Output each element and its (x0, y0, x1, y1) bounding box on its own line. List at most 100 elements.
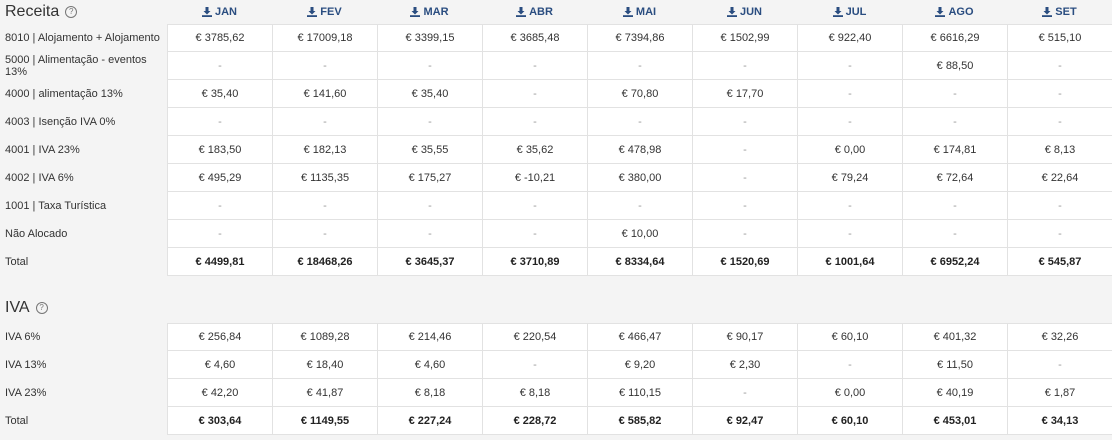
month-header-fev[interactable]: FEV (272, 6, 377, 18)
table-cell: - (482, 351, 587, 379)
table-row: IVA 6% € 256,84 € 1089,28 € 214,46 € 220,54 €… (0, 323, 1112, 351)
table-cell: € 303,64 (167, 407, 272, 435)
table-cell: € 60,10 (797, 407, 902, 435)
table-row: 8010 | Alojamento + Alojamento € 3785,62 €… (0, 24, 1112, 52)
iva-title-text: IVA (5, 299, 30, 316)
table-cell: - (377, 220, 482, 248)
table-row: 4001 | IVA 23% € 183,50 € 182,13 € 35,55 € 3… (0, 136, 1112, 164)
table-cell: - (797, 192, 902, 220)
table-cell: - (692, 52, 797, 80)
row-label: Total (5, 415, 29, 427)
iva-title: IVA ? (0, 299, 183, 317)
table-cell: - (797, 52, 902, 80)
iva-section: IVA ? IVA 6% € 256,84 € 1089,28 € 214,46 € 2… (0, 293, 1112, 435)
table-cell: € -10,21 (482, 164, 587, 192)
table-cell: € 92,47 (692, 407, 797, 435)
table-cell: € 35,40 (377, 80, 482, 108)
table-cell: € 22,64 (1007, 164, 1112, 192)
month-label: FEV (320, 6, 342, 18)
table-cell: - (482, 52, 587, 80)
month-header-jan[interactable]: JAN (167, 6, 272, 18)
table-cell: € 3785,62 (167, 24, 272, 52)
table-cell: € 466,47 (587, 323, 692, 351)
table-cell: - (692, 136, 797, 164)
row-label: Não Alocado (5, 228, 68, 240)
table-cell: - (272, 52, 377, 80)
iva-table: IVA 6% € 256,84 € 1089,28 € 214,46 € 220,54 €… (0, 323, 1112, 435)
month-label: JAN (214, 6, 237, 18)
help-circle-icon[interactable]: ? (35, 302, 48, 314)
table-cell: - (272, 108, 377, 136)
table-cell: - (377, 52, 482, 80)
table-cell: € 4,60 (167, 351, 272, 379)
table-cell: € 214,46 (377, 323, 482, 351)
month-header-jun[interactable]: JUN (692, 6, 797, 18)
month-header-mar[interactable]: MAR (377, 6, 482, 18)
table-cell: - (1007, 80, 1112, 108)
table-cell: € 40,19 (902, 379, 1007, 407)
table-cell: - (167, 108, 272, 136)
table-cell: € 1502,99 (692, 24, 797, 52)
download-icon (726, 7, 737, 17)
table-row: 4000 | alimentação 13% € 35,40 € 141,60 € 3… (0, 80, 1112, 108)
table-cell: € 9,20 (587, 351, 692, 379)
month-label: JUN (739, 6, 762, 18)
table-cell: € 453,01 (902, 407, 1007, 435)
table-cell: € 227,24 (377, 407, 482, 435)
table-row: IVA 13% € 4,60 € 18,40 € 4,60- € 9,20 € 2,30-… (0, 351, 1112, 379)
table-cell: - (167, 192, 272, 220)
row-label: 1001 | Taxa Turística (5, 200, 107, 212)
table-cell: € 478,98 (587, 136, 692, 164)
receita-table: 8010 | Alojamento + Alojamento € 3785,62 €… (0, 24, 1112, 276)
table-cell: € 7394,86 (587, 24, 692, 52)
table-cell: € 1149,55 (272, 407, 377, 435)
table-cell: € 8,18 (377, 379, 482, 407)
table-cell: € 0,00 (797, 379, 902, 407)
table-cell: € 4499,81 (167, 248, 272, 276)
table-cell: € 401,32 (902, 323, 1007, 351)
table-row: 5000 | Alimentação - eventos 13% - - - - - - - €… (0, 52, 1112, 80)
month-header-abr[interactable]: ABR (482, 6, 587, 18)
table-cell: - (692, 164, 797, 192)
table-cell: € 90,17 (692, 323, 797, 351)
row-label: 4001 | IVA 23% (5, 144, 80, 156)
total-row: Total € 303,64 € 1149,55 € 227,24 € 228,72 € … (0, 407, 1112, 435)
table-cell: € 41,87 (272, 379, 377, 407)
table-cell: - (1007, 108, 1112, 136)
receita-section: Receita ? JAN FEV MAR ABR MAI JUN JUL AGO SET 80… (0, 3, 1112, 276)
table-cell: € 32,26 (1007, 323, 1112, 351)
table-cell: € 2,30 (692, 351, 797, 379)
month-header-jul[interactable]: JUL (797, 6, 902, 18)
month-label: MAI (635, 6, 657, 18)
table-cell: € 8,18 (482, 379, 587, 407)
month-header-mai[interactable]: MAI (587, 6, 692, 18)
table-cell: € 79,24 (797, 164, 902, 192)
table-cell: € 17,70 (692, 80, 797, 108)
help-circle-icon[interactable]: ? (65, 6, 78, 18)
row-label: 5000 | Alimentação - eventos 13% (5, 54, 147, 78)
month-header-set[interactable]: SET (1007, 6, 1112, 18)
table-cell: € 175,27 (377, 164, 482, 192)
table-cell: - (692, 108, 797, 136)
row-label: 8010 | Alojamento + Alojamento (5, 32, 160, 44)
table-cell: € 1089,28 (272, 323, 377, 351)
download-icon (201, 7, 212, 17)
table-cell: € 10,00 (587, 220, 692, 248)
table-cell: € 1135,35 (272, 164, 377, 192)
month-header-ago[interactable]: AGO (902, 6, 1007, 18)
row-label: 4002 | IVA 6% (5, 172, 74, 184)
month-label: SET (1055, 6, 1077, 18)
table-cell: - (692, 192, 797, 220)
table-cell: € 72,64 (902, 164, 1007, 192)
table-cell: € 585,82 (587, 407, 692, 435)
row-label: IVA 23% (5, 387, 47, 399)
table-cell: € 6952,24 (902, 248, 1007, 276)
table-cell: € 220,54 (482, 323, 587, 351)
download-icon (935, 7, 946, 17)
table-cell: € 3710,89 (482, 248, 587, 276)
table-cell: € 3399,15 (377, 24, 482, 52)
table-cell: - (902, 80, 1007, 108)
row-label: 4000 | alimentação 13% (5, 88, 123, 100)
iva-header-row: IVA ? (0, 293, 1112, 323)
table-cell: - (272, 192, 377, 220)
